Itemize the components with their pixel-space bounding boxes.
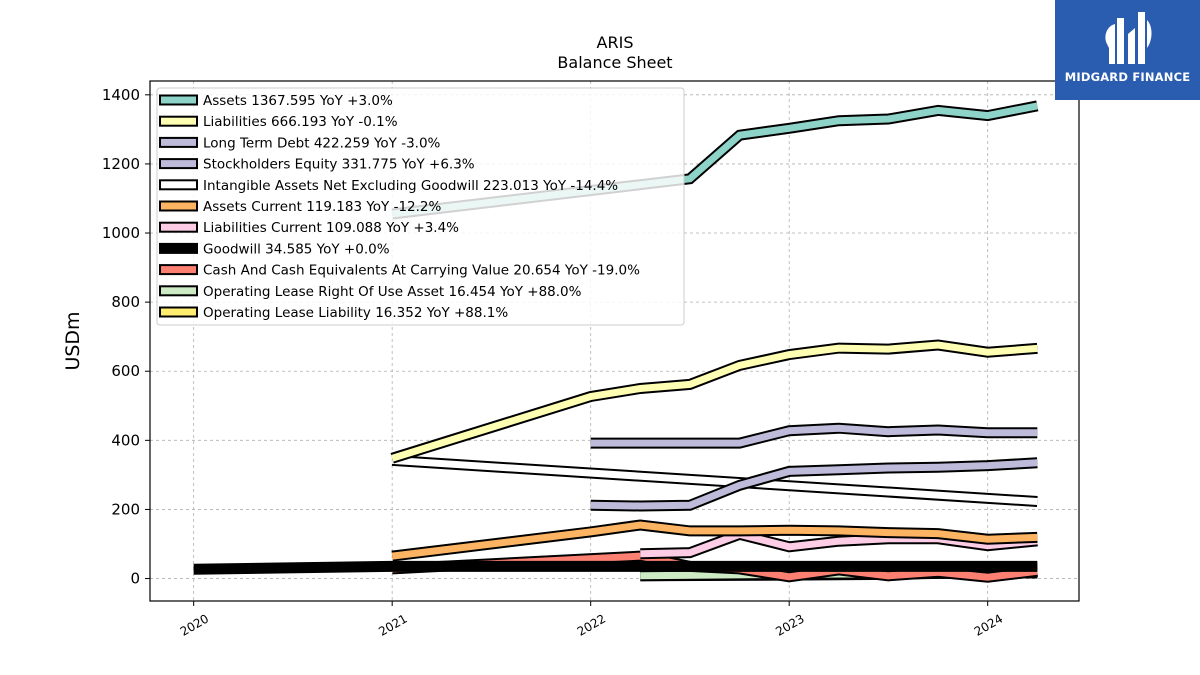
legend-label: Intangible Assets Net Excluding Goodwill… (203, 178, 618, 194)
series-line (391, 341, 1038, 462)
legend-swatch (159, 264, 198, 276)
legend-label: Assets Current 119.183 YoY -12.2% (203, 199, 442, 215)
legend-swatch (159, 221, 198, 233)
legend-swatch (159, 306, 198, 318)
y-axis-label: USDm (62, 311, 84, 370)
y-tick-label: 400 (111, 431, 140, 449)
y-tick-label: 1000 (102, 224, 140, 242)
series-line (391, 521, 1038, 560)
x-tick-label: 2024 (972, 611, 1005, 638)
legend-swatch (159, 136, 198, 148)
legend-swatch (159, 242, 198, 254)
series-goodwill (193, 560, 1038, 575)
legend-swatch (159, 285, 198, 297)
legend-label: Goodwill 34.585 YoY +0.0% (203, 241, 390, 257)
y-tick-label: 1200 (102, 155, 140, 173)
series-line (590, 459, 1038, 510)
x-tick-label: 2021 (376, 611, 409, 638)
x-tick-label: 2023 (773, 611, 806, 638)
series-line (590, 424, 1038, 447)
midgard-logo-icon (1105, 12, 1152, 64)
legend-swatch (159, 158, 198, 170)
series-liabilities-current (640, 528, 1038, 560)
legend-label: Long Term Debt 422.259 YoY -3.0% (203, 135, 441, 151)
x-tick-label: 2020 (178, 611, 211, 638)
legend-swatch (159, 115, 198, 127)
series-line (640, 530, 1038, 558)
series-line (391, 456, 1038, 505)
legend-swatch (159, 94, 198, 106)
y-tick-label: 600 (111, 362, 140, 380)
brand-logo: MIDGARD FINANCE (1055, 0, 1200, 100)
y-tick-label: 1400 (102, 86, 140, 104)
legend-label: Liabilities Current 109.088 YoY +3.4% (203, 220, 459, 236)
legend-label: Assets 1367.595 YoY +3.0% (203, 93, 393, 109)
legend-swatch (159, 179, 198, 191)
chart-title: ARIS (597, 33, 634, 52)
y-tick-label: 800 (111, 293, 140, 311)
plot-frame (149, 80, 1080, 602)
legend-label: Operating Lease Right Of Use Asset 16.45… (203, 284, 582, 300)
legend-swatch (159, 200, 198, 212)
series-line (193, 562, 1038, 573)
legend: Assets 1367.595 YoY +3.0% Liabilities 666… (156, 87, 685, 326)
legend-box (156, 87, 685, 326)
x-tick-label: 2022 (575, 611, 608, 638)
series-intangible-assets-net-excluding-goodwill (391, 454, 1038, 507)
legend-label: Cash And Cash Equivalents At Carrying Va… (203, 263, 640, 279)
series-assets-current (391, 519, 1038, 562)
legend-label: Operating Lease Liability 16.352 YoY +88… (203, 305, 508, 321)
series-liabilities (390, 339, 1038, 464)
series-long-term-debt (590, 422, 1038, 449)
brand-name: MIDGARD FINANCE (1064, 70, 1191, 84)
y-tick-label: 200 (111, 500, 140, 518)
chart-subtitle: Balance Sheet (557, 53, 672, 72)
legend-label: Liabilities 666.193 YoY -0.1% (203, 114, 398, 130)
series-stockholders-equity (590, 457, 1038, 512)
legend-label: Stockholders Equity 331.775 YoY +6.3% (203, 157, 475, 173)
y-tick-label: 0 (130, 570, 140, 588)
